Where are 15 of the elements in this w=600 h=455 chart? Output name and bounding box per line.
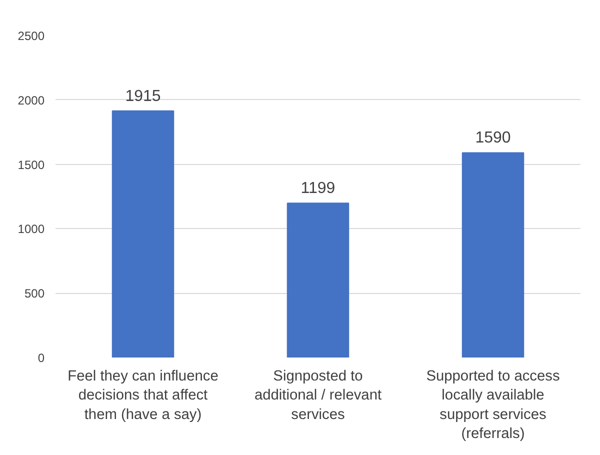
y-tick-label: 1000 [18, 222, 45, 236]
y-tick-label: 2000 [18, 93, 45, 108]
data-label: 1590 [475, 130, 511, 147]
data-label: 1915 [125, 88, 161, 105]
y-tick-label: 0 [38, 351, 45, 365]
bar [462, 152, 524, 358]
x-tick-label: Feel they can influence decisions that affect them (have a say) [68, 368, 218, 423]
x-tick-label: Signposted to additional / relevant services [254, 368, 382, 423]
x-tick-label: Supported to access locally available support services (referrals) [426, 368, 560, 442]
data-label: 1199 [300, 180, 336, 198]
y-tick-label: 2500 [18, 29, 45, 43]
y-tick-label: 1500 [18, 158, 45, 172]
bar [286, 202, 350, 358]
y-tick-label: 500 [24, 286, 45, 301]
bar [112, 110, 174, 358]
